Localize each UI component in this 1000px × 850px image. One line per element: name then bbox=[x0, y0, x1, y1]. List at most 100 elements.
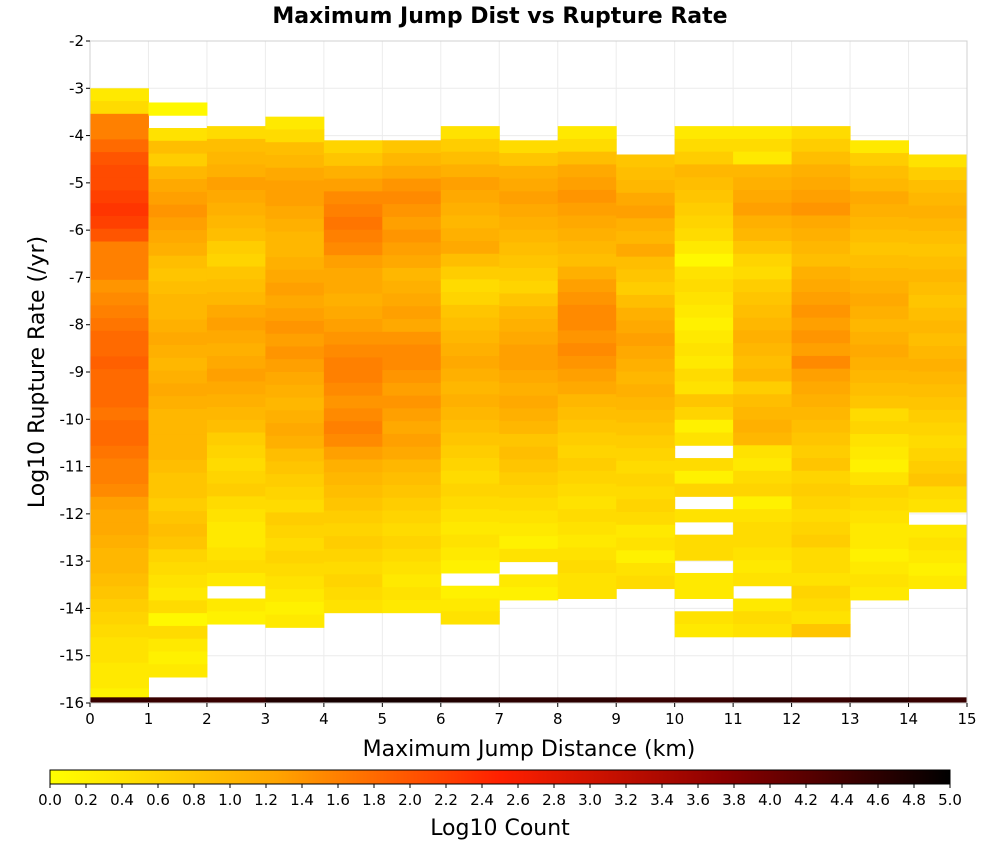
heatmap-cell bbox=[382, 229, 442, 243]
heatmap-cell bbox=[733, 151, 793, 165]
heatmap-cell bbox=[850, 344, 910, 358]
heatmap-cell bbox=[323, 255, 383, 269]
heatmap-cell bbox=[265, 295, 325, 309]
heatmap-cell bbox=[90, 420, 149, 434]
heatmap-cell bbox=[440, 215, 500, 229]
heatmap-cell bbox=[499, 344, 559, 358]
heatmap-cell bbox=[499, 191, 559, 205]
heatmap-cell bbox=[90, 522, 149, 536]
heatmap-cell bbox=[90, 697, 149, 703]
heatmap-cell bbox=[265, 563, 325, 577]
heatmap-cell bbox=[557, 304, 617, 319]
y-tick-label: -11 bbox=[60, 458, 85, 476]
heatmap-cell bbox=[791, 394, 851, 408]
heatmap-cell bbox=[499, 697, 559, 703]
heatmap-cell bbox=[908, 320, 968, 334]
heatmap-cell bbox=[148, 191, 208, 206]
heatmap-cell bbox=[265, 116, 325, 130]
heatmap-cell bbox=[206, 202, 266, 216]
heatmap-cell bbox=[791, 292, 851, 306]
heatmap-cell bbox=[499, 497, 559, 512]
heatmap-cell bbox=[850, 433, 910, 448]
heatmap-cell bbox=[323, 536, 383, 550]
heatmap-cell bbox=[382, 153, 442, 167]
heatmap-cell bbox=[382, 523, 442, 537]
heatmap-cell bbox=[674, 151, 734, 165]
heatmap-cell bbox=[440, 126, 500, 140]
heatmap-cell bbox=[791, 343, 851, 357]
heatmap-cell bbox=[616, 448, 676, 462]
heatmap-cell bbox=[265, 512, 325, 526]
heatmap-cell bbox=[616, 269, 676, 283]
heatmap-cell bbox=[323, 204, 383, 218]
heatmap-cell bbox=[440, 292, 500, 306]
heatmap-cell bbox=[90, 88, 149, 102]
heatmap-cell bbox=[616, 218, 676, 232]
heatmap-cell bbox=[557, 560, 617, 574]
heatmap-cell bbox=[382, 331, 442, 346]
heatmap-cell bbox=[148, 166, 208, 180]
heatmap-cell bbox=[557, 470, 617, 485]
colorbar-tick-label: 0.6 bbox=[146, 791, 170, 809]
heatmap-cell bbox=[499, 548, 559, 563]
heatmap-cell bbox=[206, 228, 266, 242]
heatmap-cell bbox=[791, 253, 851, 268]
heatmap-cell bbox=[616, 460, 676, 475]
heatmap-cell bbox=[557, 126, 617, 140]
x-tick-label: 4 bbox=[319, 710, 329, 728]
heatmap-cell bbox=[206, 496, 266, 510]
heatmap-cell bbox=[265, 697, 325, 703]
colorbar-tick-label: 2.2 bbox=[434, 791, 458, 809]
heatmap-cell bbox=[206, 151, 266, 165]
heatmap-cell bbox=[265, 499, 325, 513]
heatmap-cell bbox=[323, 433, 383, 448]
heatmap-cell bbox=[499, 204, 559, 218]
heatmap-cell bbox=[791, 189, 851, 204]
y-tick-label: -12 bbox=[60, 505, 85, 523]
heatmap-cell bbox=[440, 304, 500, 319]
heatmap-cells bbox=[90, 88, 968, 703]
heatmap-cell bbox=[90, 126, 149, 140]
heatmap-cell bbox=[908, 180, 968, 194]
heatmap-cell bbox=[265, 142, 325, 156]
heatmap-cell bbox=[440, 164, 500, 178]
heatmap-cell bbox=[90, 369, 149, 383]
heatmap-cell bbox=[382, 433, 442, 448]
heatmap-cell bbox=[733, 611, 793, 625]
heatmap-cell bbox=[850, 459, 910, 473]
heatmap-cell bbox=[90, 113, 149, 128]
heatmap-cell bbox=[499, 523, 559, 537]
heatmap-cell bbox=[557, 317, 617, 331]
y-tick-label: -16 bbox=[60, 694, 85, 712]
heatmap-cell bbox=[90, 675, 149, 689]
heatmap-cell bbox=[440, 266, 500, 280]
heatmap-cell bbox=[323, 191, 383, 205]
heatmap-cell bbox=[323, 599, 383, 614]
heatmap-cell bbox=[382, 319, 442, 333]
heatmap-cell bbox=[850, 536, 910, 550]
heatmap-cell bbox=[265, 614, 325, 628]
heatmap-cell bbox=[382, 536, 442, 550]
colorbar-tick-label: 0.4 bbox=[110, 791, 134, 809]
heatmap-cell bbox=[674, 547, 734, 561]
heatmap-cell bbox=[908, 397, 968, 411]
heatmap-cell bbox=[674, 164, 734, 178]
heatmap-cell bbox=[674, 697, 734, 703]
heatmap-cell bbox=[90, 586, 149, 600]
colorbar-tick-label: 3.0 bbox=[578, 791, 602, 809]
colorbar-tick-label: 1.0 bbox=[218, 791, 242, 809]
heatmap-cell bbox=[850, 395, 910, 409]
heatmap-cell bbox=[206, 177, 266, 191]
heatmap-cell bbox=[90, 292, 149, 306]
heatmap-cell bbox=[791, 151, 851, 165]
heatmap-cell bbox=[850, 140, 910, 154]
heatmap-cell bbox=[791, 317, 851, 331]
heatmap-cell bbox=[323, 497, 383, 512]
heatmap-cell bbox=[733, 279, 793, 293]
heatmap-cell bbox=[791, 177, 851, 191]
heatmap-cell bbox=[733, 419, 793, 434]
heatmap-cell bbox=[440, 496, 500, 510]
heatmap-cell bbox=[733, 394, 793, 408]
heatmap-cell bbox=[733, 598, 793, 612]
heatmap-cell bbox=[499, 446, 559, 460]
